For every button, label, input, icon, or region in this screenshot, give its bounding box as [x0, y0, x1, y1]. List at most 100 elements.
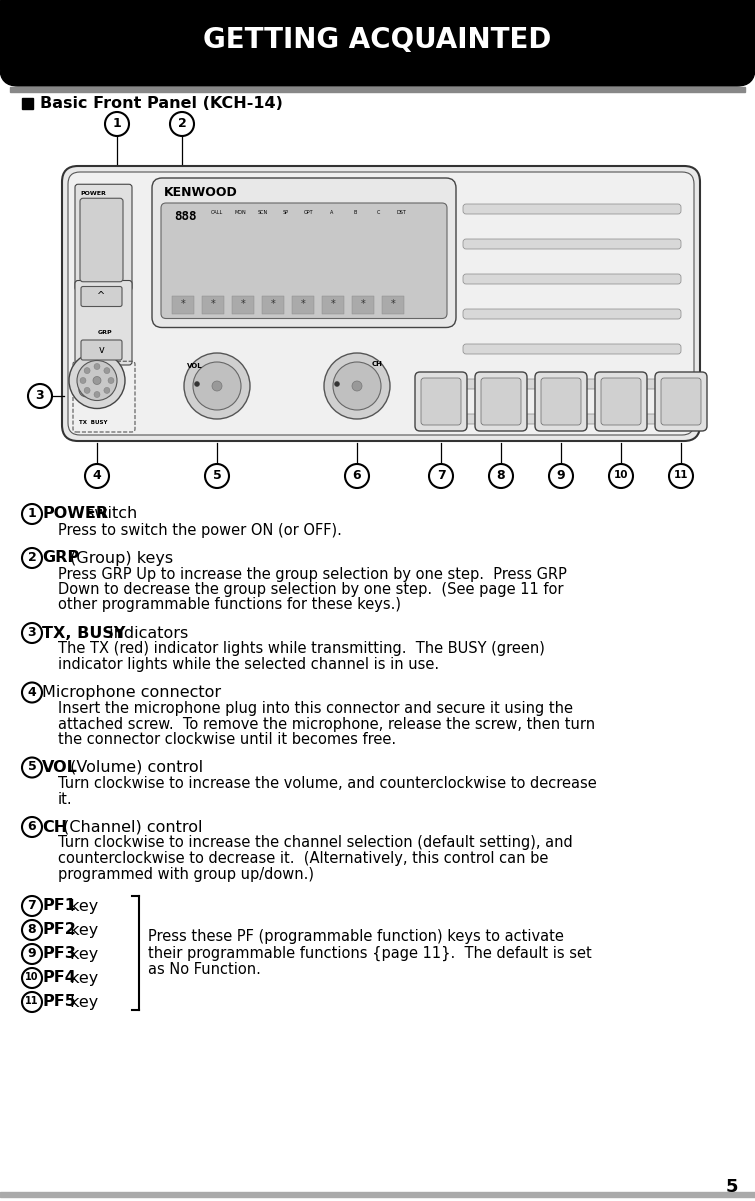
Text: 5: 5 — [213, 470, 221, 482]
Text: 6: 6 — [28, 820, 36, 833]
Circle shape — [22, 968, 42, 988]
Text: attached screw.  To remove the microphone, release the screw, then turn: attached screw. To remove the microphone… — [58, 717, 595, 731]
Text: 6: 6 — [353, 470, 362, 482]
Text: indicators: indicators — [104, 626, 189, 640]
Circle shape — [84, 368, 90, 374]
FancyBboxPatch shape — [661, 378, 701, 425]
Circle shape — [429, 464, 453, 488]
Circle shape — [80, 377, 86, 383]
Text: POWER: POWER — [80, 191, 106, 196]
Text: ^: ^ — [97, 292, 106, 301]
FancyBboxPatch shape — [463, 239, 681, 249]
FancyBboxPatch shape — [463, 380, 681, 389]
Circle shape — [69, 353, 125, 408]
FancyBboxPatch shape — [535, 372, 587, 431]
Text: OPT: OPT — [304, 209, 314, 215]
Text: SCN: SCN — [258, 209, 268, 215]
Circle shape — [609, 464, 633, 488]
Text: The TX (red) indicator lights while transmitting.  The BUSY (green): The TX (red) indicator lights while tran… — [58, 641, 545, 657]
Text: (Volume) control: (Volume) control — [66, 760, 204, 775]
FancyBboxPatch shape — [62, 166, 700, 441]
Text: v: v — [99, 345, 104, 355]
Text: *: * — [270, 299, 276, 310]
Text: it.: it. — [58, 791, 72, 807]
Text: 4: 4 — [28, 686, 36, 699]
Text: Press GRP Up to increase the group selection by one step.  Press GRP: Press GRP Up to increase the group selec… — [58, 567, 567, 581]
Text: SP: SP — [283, 209, 289, 215]
Circle shape — [333, 362, 381, 410]
Bar — [0, 0, 755, 68]
Text: 8: 8 — [497, 470, 505, 482]
Circle shape — [108, 377, 114, 383]
Circle shape — [22, 682, 42, 703]
Text: Basic Front Panel (KCH‑14): Basic Front Panel (KCH‑14) — [40, 96, 283, 110]
Text: switch: switch — [81, 507, 137, 521]
Circle shape — [99, 383, 113, 396]
Text: PF4: PF4 — [42, 970, 76, 986]
Circle shape — [22, 548, 42, 568]
Text: 8: 8 — [28, 924, 36, 936]
Text: PF2: PF2 — [42, 922, 76, 938]
FancyBboxPatch shape — [75, 184, 132, 291]
FancyBboxPatch shape — [81, 340, 122, 360]
Circle shape — [94, 364, 100, 370]
Circle shape — [79, 383, 93, 396]
Text: GRP: GRP — [42, 550, 79, 566]
Text: DST: DST — [396, 209, 406, 215]
FancyBboxPatch shape — [463, 343, 681, 354]
Text: KENWOOD: KENWOOD — [164, 185, 238, 198]
Circle shape — [22, 623, 42, 643]
Text: key: key — [66, 946, 99, 962]
FancyBboxPatch shape — [75, 281, 132, 365]
Text: PF1: PF1 — [42, 898, 76, 914]
Text: (Channel) control: (Channel) control — [57, 819, 202, 835]
Bar — [352, 295, 374, 313]
Bar — [262, 295, 284, 313]
Text: MON: MON — [234, 209, 246, 215]
Text: *: * — [390, 299, 396, 310]
Bar — [232, 295, 254, 313]
Text: 5: 5 — [28, 760, 36, 773]
Circle shape — [104, 388, 110, 394]
Text: Turn clockwise to increase the channel selection (default setting), and: Turn clockwise to increase the channel s… — [58, 836, 573, 850]
Text: 7: 7 — [436, 470, 445, 482]
Text: *: * — [211, 299, 215, 310]
Text: 1: 1 — [112, 116, 122, 130]
Text: *: * — [361, 299, 365, 310]
Circle shape — [84, 388, 90, 394]
Text: *: * — [300, 299, 305, 310]
Text: key: key — [66, 970, 99, 986]
Text: 5: 5 — [726, 1178, 738, 1196]
Circle shape — [184, 353, 250, 419]
Text: Press these PF (programmable function) keys to activate: Press these PF (programmable function) k… — [148, 930, 564, 944]
Text: Insert the microphone plug into this connector and secure it using the: Insert the microphone plug into this con… — [58, 701, 573, 716]
Circle shape — [195, 382, 199, 387]
Text: 2: 2 — [28, 551, 36, 564]
FancyBboxPatch shape — [463, 274, 681, 283]
Circle shape — [28, 384, 52, 408]
Bar — [22, 98, 33, 109]
Circle shape — [77, 360, 117, 400]
Text: (Group) keys: (Group) keys — [66, 550, 174, 566]
FancyBboxPatch shape — [80, 198, 123, 282]
FancyBboxPatch shape — [541, 378, 581, 425]
FancyBboxPatch shape — [463, 204, 681, 214]
Text: PF5: PF5 — [42, 994, 76, 1010]
FancyBboxPatch shape — [601, 378, 641, 425]
Text: 888: 888 — [174, 209, 196, 222]
Bar — [10, 86, 745, 92]
Circle shape — [334, 382, 340, 387]
Circle shape — [93, 376, 101, 384]
Text: programmed with group up/down.): programmed with group up/down.) — [58, 866, 314, 882]
Text: key: key — [66, 898, 99, 914]
Text: CH: CH — [372, 362, 383, 368]
FancyBboxPatch shape — [655, 372, 707, 431]
Text: A: A — [331, 209, 334, 215]
Circle shape — [324, 353, 390, 419]
Text: Down to decrease the group selection by one step.  (See page 11 for: Down to decrease the group selection by … — [58, 582, 563, 597]
Circle shape — [345, 464, 369, 488]
Text: GRP: GRP — [98, 330, 112, 335]
Text: POWER: POWER — [42, 507, 108, 521]
Bar — [292, 295, 314, 313]
FancyBboxPatch shape — [475, 372, 527, 431]
